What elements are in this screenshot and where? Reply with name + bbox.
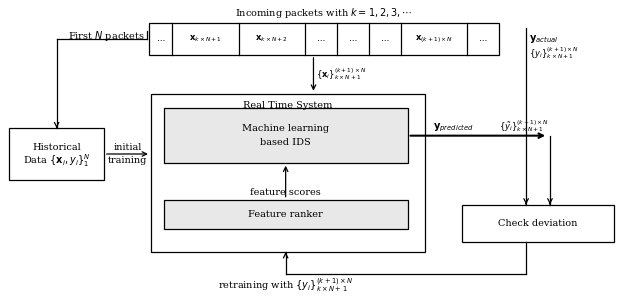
Text: $\mathbf{y}_{predicted}$: $\mathbf{y}_{predicted}$ <box>433 121 474 134</box>
Bar <box>164 200 408 229</box>
Bar <box>151 94 424 252</box>
Text: First $N$ packets: First $N$ packets <box>68 29 145 43</box>
Text: $\mathbf{y}_{actual}$: $\mathbf{y}_{actual}$ <box>529 33 559 45</box>
Text: Data $\{\mathbf{x}_i, y_i\}_1^N$: Data $\{\mathbf{x}_i, y_i\}_1^N$ <box>23 153 90 169</box>
Text: Incoming packets with $k = 1, 2, 3, \cdots$: Incoming packets with $k = 1, 2, 3, \cdo… <box>236 6 413 20</box>
Text: $\cdots$: $\cdots$ <box>380 35 390 43</box>
Text: Check deviation: Check deviation <box>499 219 578 228</box>
Bar <box>164 108 408 163</box>
Text: $\cdots$: $\cdots$ <box>316 35 326 43</box>
Text: $\cdots$: $\cdots$ <box>156 35 165 43</box>
Text: Historical: Historical <box>32 142 81 152</box>
Text: $\cdots$: $\cdots$ <box>479 35 488 43</box>
Text: $\mathbf{x}_{k\times N+1}$: $\mathbf{x}_{k\times N+1}$ <box>189 34 222 44</box>
Text: $\mathbf{x}_{k\times N+2}$: $\mathbf{x}_{k\times N+2}$ <box>255 34 288 44</box>
Text: $\{y_i\}_{k\times N+1}^{(k+1)\times N}$: $\{y_i\}_{k\times N+1}^{(k+1)\times N}$ <box>529 45 579 60</box>
Text: retraining with $\{y_i\}_{k\times N+1}^{(k+1)\times N}$: retraining with $\{y_i\}_{k\times N+1}^{… <box>218 276 353 294</box>
Text: based IDS: based IDS <box>260 138 311 147</box>
Bar <box>148 23 499 55</box>
Text: feature scores: feature scores <box>250 188 321 197</box>
Text: Machine learning: Machine learning <box>242 124 329 133</box>
Text: $\cdots$: $\cdots$ <box>348 35 358 43</box>
Text: $\{\tilde{y}_i\}_{k\times N+1}^{(k+1)\times N}$: $\{\tilde{y}_i\}_{k\times N+1}^{(k+1)\ti… <box>499 118 549 134</box>
Text: Feature ranker: Feature ranker <box>248 210 323 219</box>
Bar <box>462 204 614 242</box>
Bar <box>10 128 104 180</box>
Text: $\{\mathbf{x}_i\}_{k\times N+1}^{(k+1)\times N}$: $\{\mathbf{x}_i\}_{k\times N+1}^{(k+1)\t… <box>316 66 367 82</box>
Text: $\mathbf{x}_{(k+1)\times N}$: $\mathbf{x}_{(k+1)\times N}$ <box>415 33 453 45</box>
Text: Real Time System: Real Time System <box>243 102 332 111</box>
Text: initial: initial <box>113 142 141 152</box>
Text: training: training <box>108 157 147 165</box>
